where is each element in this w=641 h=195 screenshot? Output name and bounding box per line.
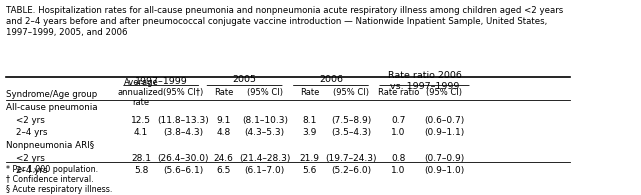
Text: 1.0: 1.0 <box>391 166 406 175</box>
Text: 1.0: 1.0 <box>391 128 406 137</box>
Text: 12.5: 12.5 <box>131 116 151 125</box>
Text: <2 yrs: <2 yrs <box>16 116 45 125</box>
Text: 2–4 yrs: 2–4 yrs <box>16 166 47 175</box>
Text: Rate: Rate <box>213 88 233 97</box>
Text: Average
annualized
rate: Average annualized rate <box>118 78 164 107</box>
Text: (0.9–1.0): (0.9–1.0) <box>424 166 465 175</box>
Text: (8.1–10.3): (8.1–10.3) <box>242 116 288 125</box>
Text: 28.1: 28.1 <box>131 154 151 163</box>
Text: (95% CI): (95% CI) <box>333 88 369 97</box>
Text: (5.6–6.1): (5.6–6.1) <box>163 166 203 175</box>
Text: (3.8–4.3): (3.8–4.3) <box>163 128 203 137</box>
Text: † Confidence interval.: † Confidence interval. <box>6 175 94 183</box>
Text: 8.1: 8.1 <box>303 116 317 125</box>
Text: 1997–1999: 1997–1999 <box>135 77 188 86</box>
Text: 0.7: 0.7 <box>391 116 406 125</box>
Text: Syndrome/Age group: Syndrome/Age group <box>6 90 97 99</box>
Text: 4.8: 4.8 <box>216 128 231 137</box>
Text: (95% CI): (95% CI) <box>247 88 283 97</box>
Text: <2 yrs: <2 yrs <box>16 154 45 163</box>
Text: (0.7–0.9): (0.7–0.9) <box>424 154 465 163</box>
Text: (26.4–30.0): (26.4–30.0) <box>157 154 209 163</box>
Text: (11.8–13.3): (11.8–13.3) <box>157 116 209 125</box>
Text: Rate ratio 2006
vs. 1997–1999: Rate ratio 2006 vs. 1997–1999 <box>388 71 462 91</box>
Text: (7.5–8.9): (7.5–8.9) <box>331 116 371 125</box>
Text: 3.9: 3.9 <box>303 128 317 137</box>
Text: * Per 1,000 population.: * Per 1,000 population. <box>6 165 98 174</box>
Text: § Acute respiratory illness.: § Acute respiratory illness. <box>6 184 112 193</box>
Text: 24.6: 24.6 <box>213 154 233 163</box>
Text: 4.1: 4.1 <box>134 128 148 137</box>
Text: 5.8: 5.8 <box>134 166 148 175</box>
Text: (4.3–5.3): (4.3–5.3) <box>245 128 285 137</box>
Text: (19.7–24.3): (19.7–24.3) <box>326 154 377 163</box>
Text: 2–4 yrs: 2–4 yrs <box>16 128 47 137</box>
Text: 6.5: 6.5 <box>216 166 231 175</box>
Text: (0.9–1.1): (0.9–1.1) <box>424 128 465 137</box>
Text: Rate: Rate <box>300 88 319 97</box>
Text: 2006: 2006 <box>319 75 343 84</box>
Text: 9.1: 9.1 <box>216 116 231 125</box>
Text: (95% CI): (95% CI) <box>426 88 462 97</box>
Text: 5.6: 5.6 <box>303 166 317 175</box>
Text: (95% CI†): (95% CI†) <box>163 88 203 97</box>
Text: 0.8: 0.8 <box>391 154 406 163</box>
Text: Nonpneumonia ARI§: Nonpneumonia ARI§ <box>6 141 94 150</box>
Text: (21.4–28.3): (21.4–28.3) <box>239 154 290 163</box>
Text: All-cause pneumonia: All-cause pneumonia <box>6 103 97 112</box>
Text: (6.1–7.0): (6.1–7.0) <box>245 166 285 175</box>
Text: 21.9: 21.9 <box>299 154 320 163</box>
Text: 2005: 2005 <box>233 75 256 84</box>
Text: TABLE. Hospitalization rates for all-cause pneumonia and nonpneumonia acute resp: TABLE. Hospitalization rates for all-cau… <box>6 6 563 37</box>
Text: (3.5–4.3): (3.5–4.3) <box>331 128 371 137</box>
Text: (5.2–6.0): (5.2–6.0) <box>331 166 371 175</box>
Text: Rate ratio: Rate ratio <box>378 88 419 97</box>
Text: (0.6–0.7): (0.6–0.7) <box>424 116 465 125</box>
